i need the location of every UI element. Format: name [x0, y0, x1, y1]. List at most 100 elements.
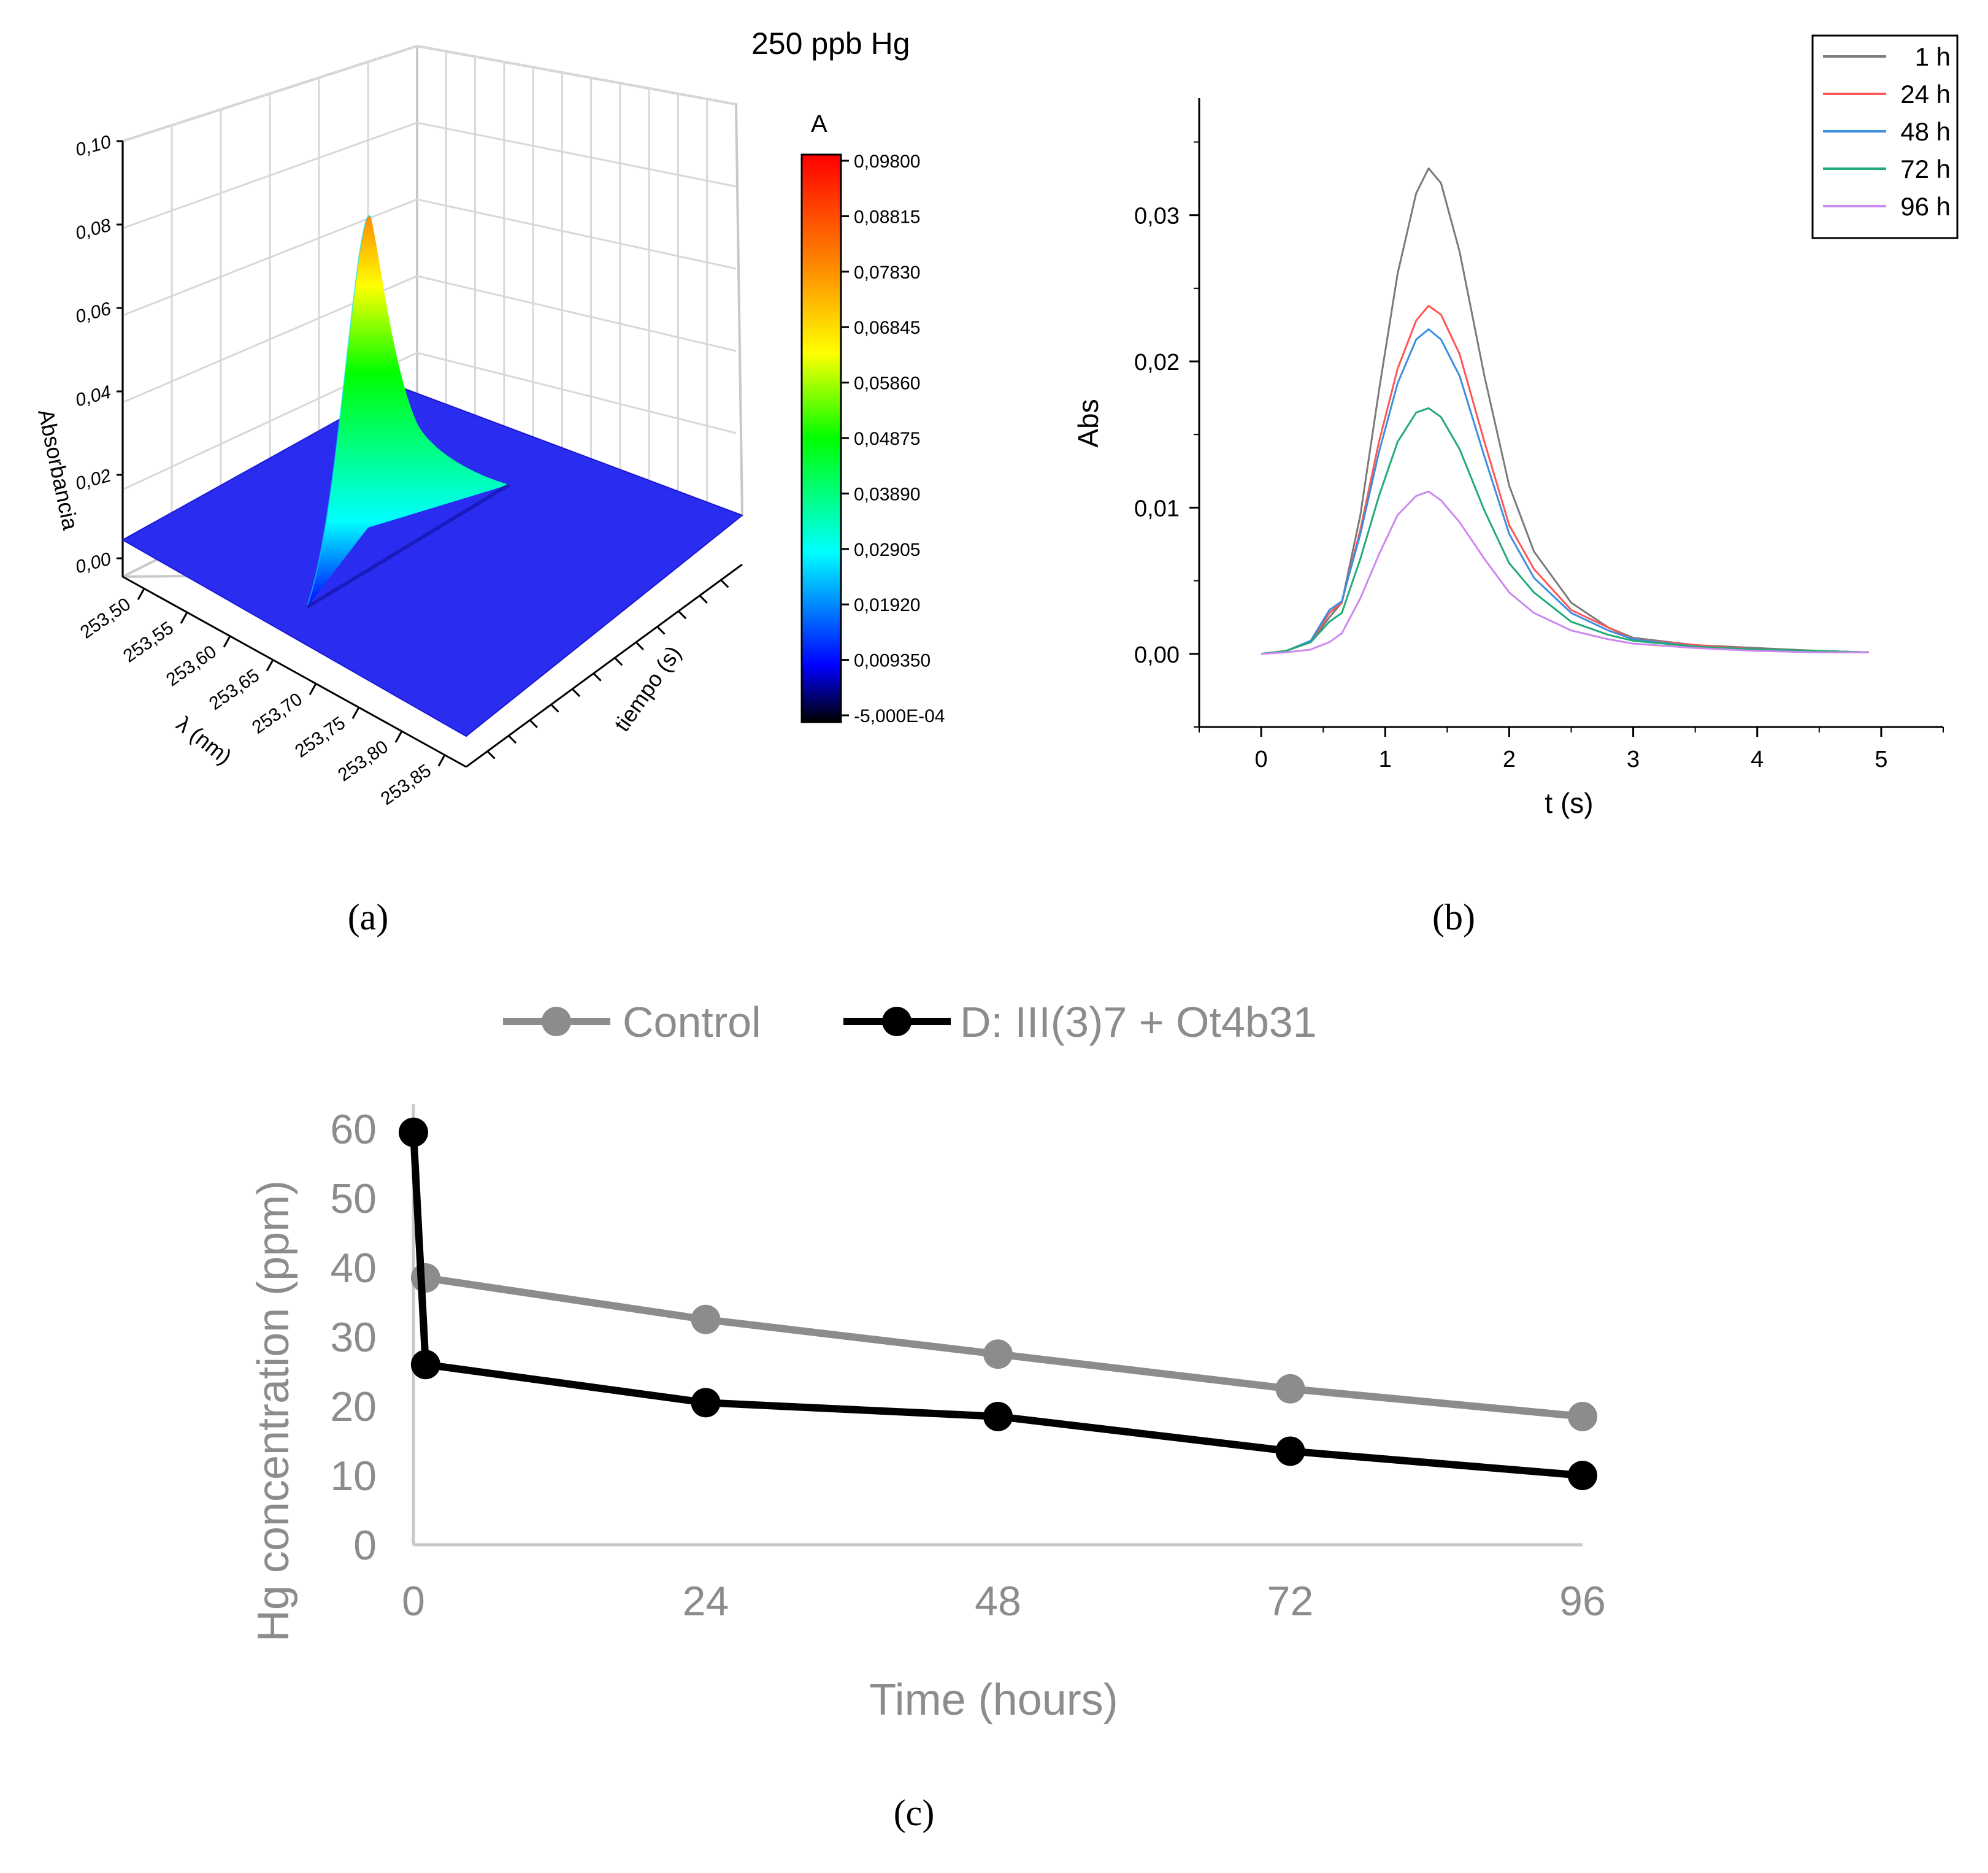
gridline [122, 121, 737, 229]
legend-label: 72 h [1900, 155, 1951, 183]
x-tick-label: 253,60 [163, 642, 220, 691]
y-tick-mark [572, 688, 581, 698]
x-tick-mark [394, 731, 403, 743]
panel-b-axes: 0 1 2 3 4 5 0,00 0,01 0,02 0,03 [1134, 98, 1944, 772]
surface-plane [121, 385, 743, 737]
x-tick-label: 0 [402, 1578, 425, 1625]
x-tick-label: 0 [1255, 747, 1268, 772]
panel-a-colorbar: A 0,098000,088150,078300,068450,058600,0… [800, 110, 945, 726]
gridline [122, 45, 737, 142]
y-tick-mark [699, 594, 708, 604]
y-tick-label: 0 [353, 1522, 377, 1569]
panel-c-legend: Control D: III(3)7 + Ot4b31 [503, 998, 1317, 1046]
legend-label: 48 h [1900, 117, 1951, 146]
data-point [983, 1339, 1013, 1369]
gridline [122, 275, 737, 404]
legend-label: D: III(3)7 + Ot4b31 [960, 998, 1317, 1046]
data-point [1275, 1374, 1305, 1404]
colorbar-tick-label: 0,05860 [854, 374, 920, 394]
colorbar-tick-label: 0,04875 [854, 429, 920, 449]
data-point [691, 1304, 721, 1334]
y-tick-mark [593, 672, 602, 682]
x-tick-label: 253,75 [291, 713, 349, 762]
panel-b-ylabel: Abs [1072, 399, 1104, 447]
colorbar-title: A [811, 110, 827, 137]
x-tick-mark [351, 707, 360, 719]
y-tick-mark [529, 719, 538, 728]
series-line [410, 1132, 1583, 1479]
data-point [1275, 1436, 1305, 1466]
x-tick-label: 48 [975, 1578, 1021, 1625]
colorbar-tick-label: 0,08815 [854, 207, 920, 227]
y-tick-label: 50 [330, 1175, 377, 1222]
colorbar-tick-label: 0,009350 [854, 651, 931, 671]
series-line-48h [1261, 328, 1869, 655]
y-tick-label: 0,02 [1134, 350, 1180, 375]
panel-a-axes [121, 141, 743, 768]
colorbar-tick-label: 0,06845 [854, 318, 920, 338]
panel-a-zlabel: Absorbancia [33, 407, 83, 533]
panel-c-axes: 0 10 20 30 40 50 60 0 24 48 72 96 [330, 1104, 1606, 1625]
x-tick-label: 253,55 [120, 618, 177, 667]
panel-c-series [399, 1117, 1597, 1490]
data-point [983, 1401, 1013, 1431]
panel-c: Control D: III(3)7 + Ot4b31 0 10 20 30 40 50 60… [249, 998, 1606, 1725]
series-line-72h [1261, 407, 1869, 655]
x-tick-label: 96 [1559, 1578, 1606, 1625]
y-tick-mark [656, 626, 666, 635]
z-tick-label: 0,06 [73, 298, 113, 327]
caption-c: (c) [894, 1793, 935, 1833]
data-point [691, 1388, 721, 1418]
x-tick-label: 1 [1379, 747, 1392, 772]
colorbar-tick-label: 0,01920 [854, 595, 920, 615]
y-tick-mark [508, 735, 517, 744]
series-line-96h [1261, 490, 1869, 655]
caption-a: (a) [348, 897, 389, 937]
colorbar-tick-label: 0,07830 [854, 263, 920, 283]
gridline [122, 352, 737, 491]
data-point [410, 1350, 440, 1380]
x-tick-label: 2 [1503, 747, 1516, 772]
x-tick-label: 3 [1627, 747, 1640, 772]
y-tick-mark [550, 704, 559, 713]
colorbar-tick-label: 0,03890 [854, 484, 920, 504]
gridline [122, 198, 737, 317]
x-tick-mark [180, 612, 188, 624]
x-tick-label: 253,65 [205, 665, 263, 714]
panel-b-legend: 1 h 24 h 48 h 72 h 96 h [1811, 34, 1959, 239]
x-tick-label: 253,50 [77, 594, 134, 643]
y-tick-mark [635, 641, 644, 650]
x-tick-label: 24 [683, 1578, 729, 1625]
panel-b: 0 1 2 3 4 5 0,00 0,01 0,02 0,03 Abs t (s) 1 h 24 h… [1072, 34, 1959, 819]
x-tick-label: 4 [1751, 747, 1763, 772]
y-tick-label: 30 [330, 1314, 377, 1361]
legend-label: 24 h [1900, 80, 1951, 109]
z-tick-label: 0,10 [73, 131, 113, 160]
panel-a-xlabel: λ (nm) [172, 711, 237, 769]
y-tick-label: 0,00 [1134, 642, 1180, 668]
panel-b-xlabel: t (s) [1545, 787, 1593, 819]
data-point [399, 1117, 428, 1147]
panel-c-xlabel: Time (hours) [869, 1675, 1118, 1725]
colorbar-tick-label: 0,09800 [854, 152, 920, 172]
data-point [1568, 1401, 1597, 1431]
absorbance-peak [305, 215, 510, 609]
x-tick-label: 253,80 [334, 737, 392, 786]
y-tick-mark [720, 579, 729, 588]
y-tick-label: 0,03 [1134, 204, 1180, 229]
series-control [410, 1263, 1597, 1431]
panel-a: 0,000,020,040,060,080,10 253,50253,55253… [33, 26, 945, 809]
y-tick-label: 20 [330, 1383, 377, 1430]
colorbar-tick-label: 0,02905 [854, 540, 920, 560]
x-tick-label: 72 [1267, 1578, 1314, 1625]
colorbar-tick-label: -5,000E-04 [854, 706, 945, 726]
z-tick-label: 0,04 [73, 382, 113, 411]
x-tick-mark [137, 588, 145, 601]
panel-a-title: 250 ppb Hg [751, 26, 910, 61]
colorbar-ticks: 0,09800 0,08815 0,07830 0,06845 0,05860 0,048… [841, 152, 945, 726]
x-tick-mark [437, 754, 446, 767]
y-tick-mark [486, 750, 496, 760]
data-point [410, 1263, 440, 1293]
x-tick-label: 5 [1875, 747, 1887, 772]
